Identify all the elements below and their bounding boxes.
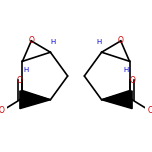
Text: O: O <box>28 36 34 45</box>
Text: H: H <box>123 67 128 73</box>
Text: H: H <box>24 67 29 73</box>
Polygon shape <box>102 91 132 109</box>
Text: H: H <box>50 39 55 45</box>
Text: H: H <box>97 39 102 45</box>
Polygon shape <box>20 91 50 109</box>
Text: O: O <box>147 106 152 115</box>
Text: O: O <box>129 76 135 85</box>
Text: O: O <box>17 76 23 85</box>
Text: O: O <box>0 106 5 115</box>
Text: O: O <box>118 36 124 45</box>
